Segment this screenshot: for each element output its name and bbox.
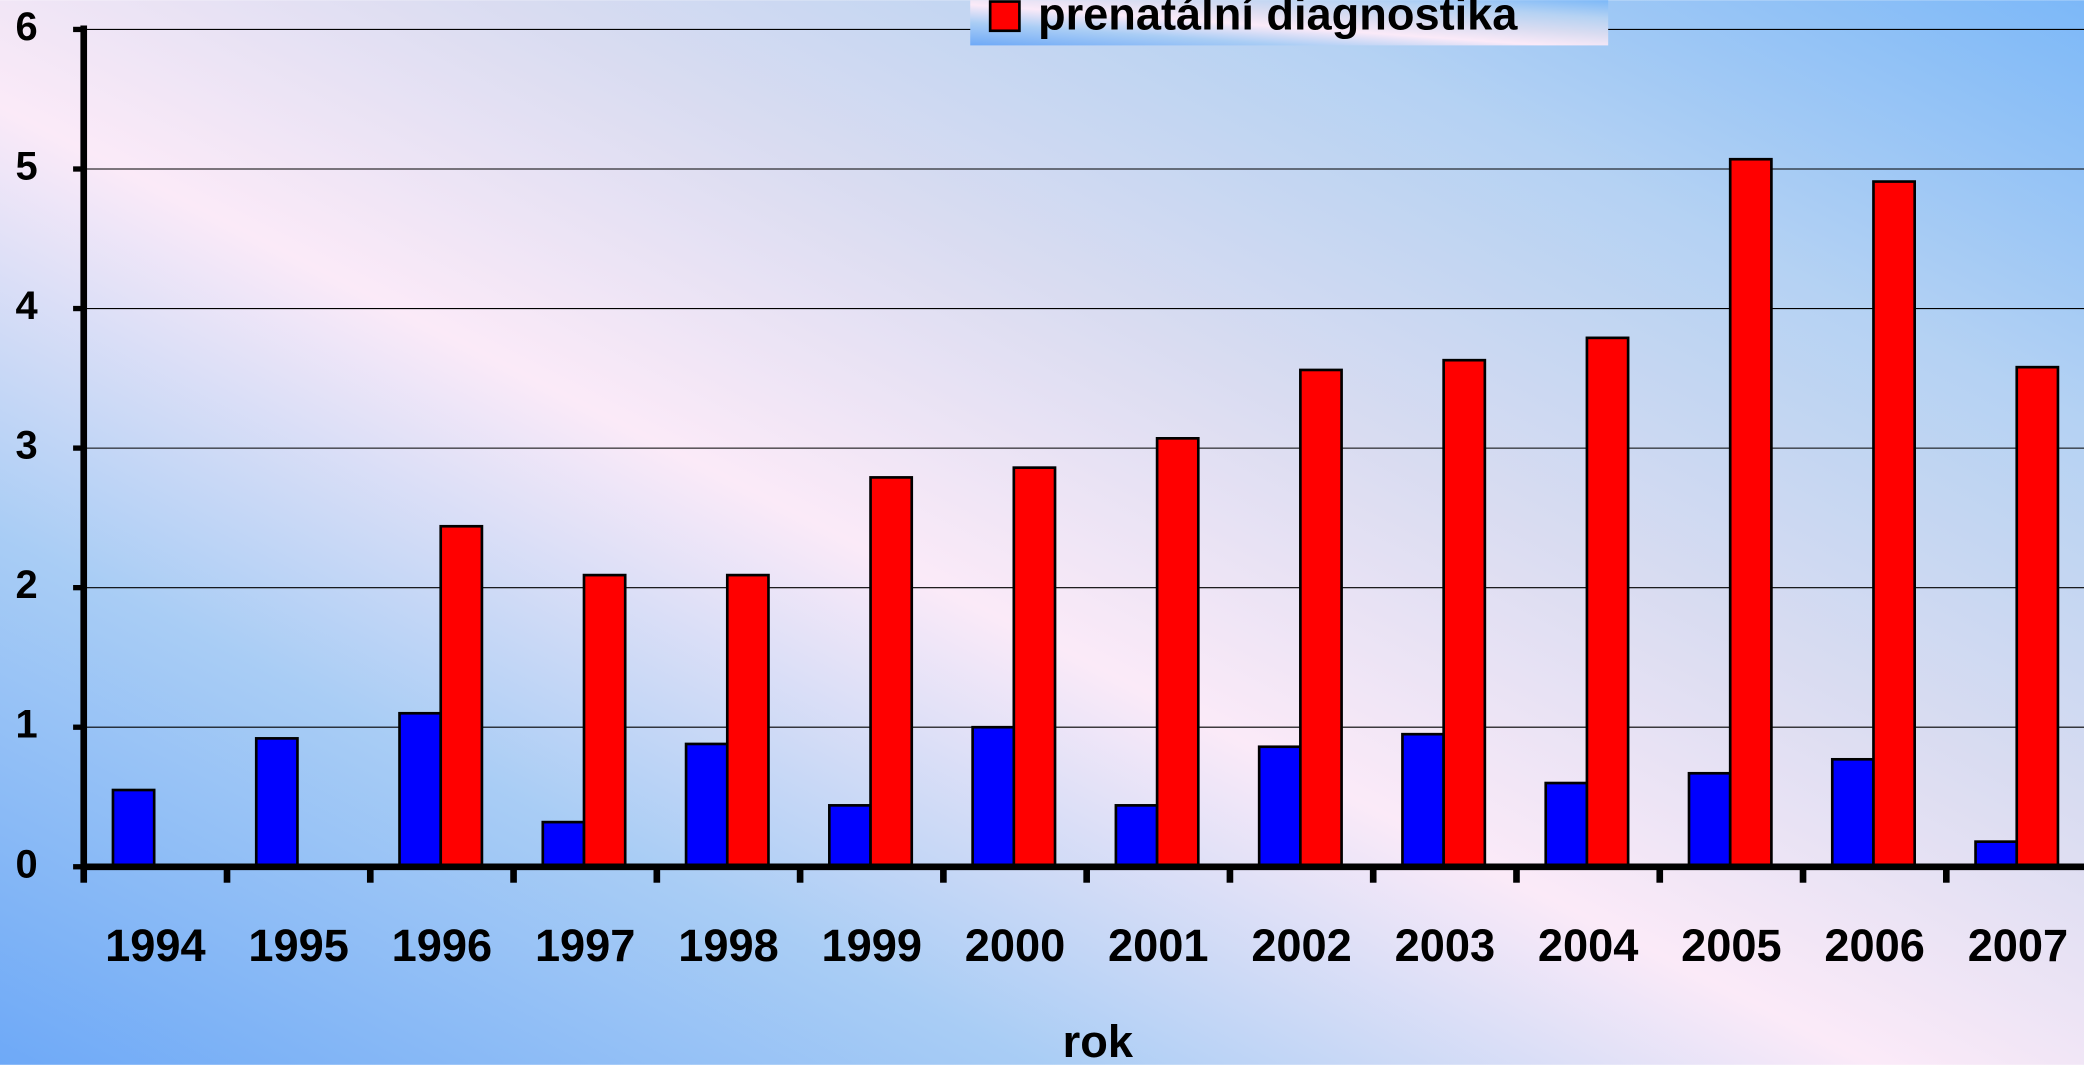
y-tick-label: 0 [15,842,37,886]
bar [398,711,443,869]
x-tick-label: 1997 [535,920,636,971]
x-tick-label: 1999 [821,920,922,971]
x-axis-title: rok [1063,1016,1134,1065]
bar [828,804,872,869]
legend-box [970,0,1609,46]
bar [439,524,484,869]
bar [684,742,729,869]
bar [1299,368,1343,869]
legend-label: prenatální diagnostika [1038,0,1518,39]
bar [111,788,156,869]
x-tick-label: 1996 [392,920,493,971]
bar [1728,157,1773,869]
bar [2015,365,2060,869]
x-tick-label: 2006 [1824,920,1925,971]
x-tick-label: 2004 [1538,920,1639,971]
x-tick-label: 2005 [1681,920,1782,971]
legend-swatch [988,0,1021,33]
bar [1872,180,1917,869]
bar [1401,732,1445,869]
x-tick-label: 2001 [1108,920,1209,971]
bar [1155,437,1200,869]
bar [1257,745,1302,869]
x-tick-label: 1995 [248,920,348,971]
bar [725,573,770,869]
y-tick-label: 6 [15,5,37,49]
bar [1114,804,1159,869]
bar [1544,781,1589,869]
y-tick-label: 1 [15,703,37,747]
y-tick-label: 2 [15,563,37,607]
y-tick-label: 5 [15,145,37,189]
x-tick-label: 1994 [105,920,205,971]
x-tick-label: 2003 [1395,920,1495,971]
x-tick-label: 1998 [678,920,779,971]
bar [1585,336,1630,869]
bar [582,573,627,869]
bar [1974,840,2019,869]
bar [254,737,299,869]
x-tick-label: 2000 [965,920,1066,971]
bar [541,820,586,869]
bar [1687,771,1732,869]
bar [1442,358,1487,869]
y-tick-label: 3 [15,424,37,468]
bar [971,725,1016,869]
x-tick-label: 2007 [1968,920,2068,971]
bar [869,476,914,869]
y-tick-label: 4 [15,284,37,328]
bar [1830,757,1875,869]
x-tick-label: 2002 [1251,920,1351,971]
bar [1012,466,1057,869]
